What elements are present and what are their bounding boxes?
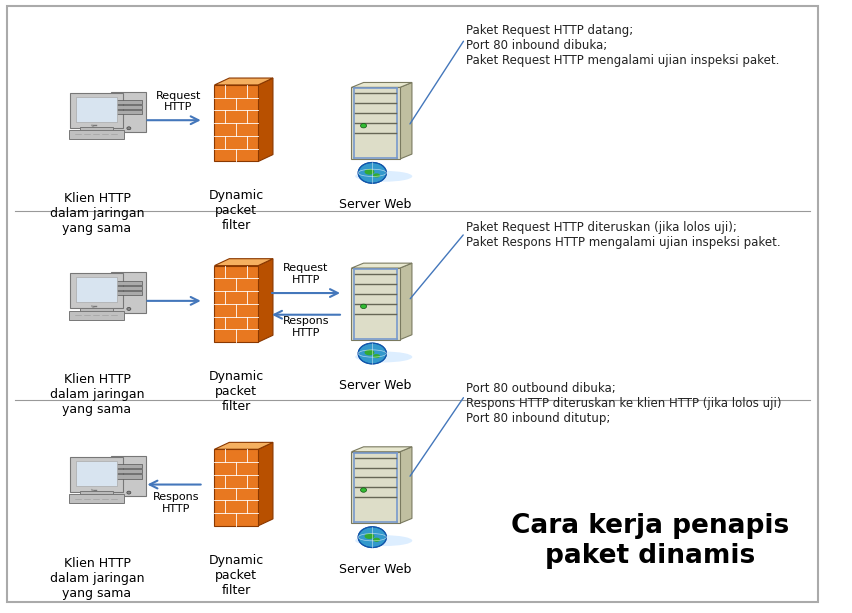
Circle shape [360, 304, 366, 308]
Polygon shape [351, 452, 400, 524]
Text: Paket Request HTTP diteruskan (jika lolos uji);
Paket Respons HTTP mengalami uji: Paket Request HTTP diteruskan (jika lolo… [465, 221, 780, 249]
Circle shape [360, 123, 366, 128]
FancyBboxPatch shape [70, 457, 123, 492]
FancyBboxPatch shape [115, 291, 142, 295]
FancyBboxPatch shape [69, 494, 124, 503]
FancyBboxPatch shape [115, 100, 142, 104]
Circle shape [358, 343, 386, 364]
FancyBboxPatch shape [115, 474, 142, 479]
Polygon shape [351, 447, 412, 452]
Polygon shape [351, 263, 412, 268]
Circle shape [127, 491, 130, 494]
Ellipse shape [372, 538, 380, 542]
Text: Server Web: Server Web [339, 199, 412, 211]
Polygon shape [351, 83, 412, 88]
FancyBboxPatch shape [115, 110, 142, 114]
Polygon shape [214, 449, 258, 526]
FancyBboxPatch shape [76, 461, 117, 486]
FancyBboxPatch shape [70, 273, 123, 308]
FancyBboxPatch shape [112, 92, 146, 132]
Text: Dynamic
packet
filter: Dynamic packet filter [209, 370, 263, 413]
FancyBboxPatch shape [76, 96, 117, 121]
FancyBboxPatch shape [115, 286, 142, 290]
Text: Klien HTTP
dalam jaringan
yang sama: Klien HTTP dalam jaringan yang sama [49, 373, 144, 416]
FancyBboxPatch shape [115, 281, 142, 285]
Text: Request
HTTP: Request HTTP [155, 91, 200, 112]
FancyBboxPatch shape [115, 464, 142, 468]
Text: Paket Request HTTP datang;
Port 80 inbound dibuka;
Paket Request HTTP mengalami : Paket Request HTTP datang; Port 80 inbou… [465, 24, 778, 67]
Ellipse shape [354, 171, 412, 181]
Circle shape [127, 127, 130, 130]
Polygon shape [400, 447, 412, 524]
Polygon shape [258, 78, 273, 161]
Text: Dynamic
packet
filter: Dynamic packet filter [209, 554, 263, 597]
FancyBboxPatch shape [115, 470, 142, 473]
Polygon shape [258, 259, 273, 342]
Text: Respons
HTTP: Respons HTTP [282, 316, 329, 338]
FancyBboxPatch shape [79, 127, 113, 132]
Text: Cara kerja penapis
paket dinamis: Cara kerja penapis paket dinamis [510, 513, 788, 569]
Ellipse shape [354, 535, 412, 546]
Ellipse shape [364, 533, 374, 539]
Polygon shape [400, 263, 412, 340]
Circle shape [360, 488, 366, 492]
FancyBboxPatch shape [70, 93, 123, 128]
Polygon shape [214, 78, 273, 85]
Polygon shape [214, 265, 258, 342]
Circle shape [358, 162, 386, 183]
Text: Klien HTTP
dalam jaringan
yang sama: Klien HTTP dalam jaringan yang sama [49, 557, 144, 600]
Ellipse shape [364, 349, 374, 356]
Ellipse shape [364, 169, 374, 175]
Text: Server Web: Server Web [339, 563, 412, 576]
FancyBboxPatch shape [69, 130, 124, 139]
Text: Server Web: Server Web [339, 379, 412, 392]
Ellipse shape [372, 354, 380, 358]
Polygon shape [214, 85, 258, 161]
Polygon shape [351, 88, 400, 159]
Polygon shape [258, 443, 273, 526]
Polygon shape [214, 259, 273, 265]
Text: Klien HTTP
dalam jaringan
yang sama: Klien HTTP dalam jaringan yang sama [49, 192, 144, 235]
Polygon shape [351, 268, 400, 340]
Text: Port 80 outbound dibuka;
Respons HTTP diteruskan ke klien HTTP (jika lolos uji)
: Port 80 outbound dibuka; Respons HTTP di… [465, 382, 780, 425]
Ellipse shape [372, 173, 380, 178]
Circle shape [127, 308, 130, 310]
Polygon shape [400, 83, 412, 159]
FancyBboxPatch shape [79, 308, 113, 312]
FancyBboxPatch shape [112, 272, 146, 313]
FancyBboxPatch shape [69, 311, 124, 319]
FancyBboxPatch shape [115, 105, 142, 109]
Circle shape [358, 527, 386, 547]
FancyBboxPatch shape [112, 456, 146, 497]
Polygon shape [214, 443, 273, 449]
FancyBboxPatch shape [76, 277, 117, 302]
Text: Respons
HTTP: Respons HTTP [153, 492, 199, 514]
Text: Request
HTTP: Request HTTP [283, 263, 328, 284]
Text: Dynamic
packet
filter: Dynamic packet filter [209, 189, 263, 232]
Ellipse shape [354, 351, 412, 362]
FancyBboxPatch shape [79, 492, 113, 496]
